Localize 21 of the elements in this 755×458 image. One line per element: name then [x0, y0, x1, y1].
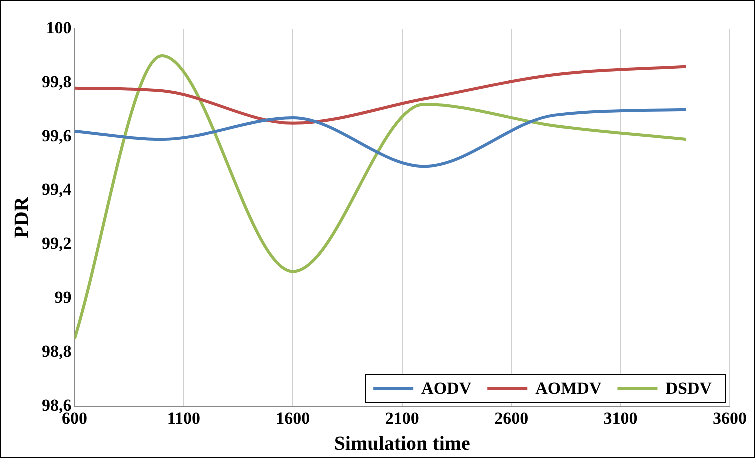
- line-series: [74, 65, 688, 125]
- x-axis-title: Simulation time: [334, 433, 471, 456]
- y-tick-label: 99,2: [42, 234, 72, 254]
- x-tick-label: 1600: [276, 409, 310, 428]
- legend-label: AOMDV: [536, 378, 602, 398]
- y-tick-label: 99: [54, 288, 72, 308]
- x-tick-label: 3100: [604, 409, 638, 428]
- x-tick-label: 3600: [713, 409, 747, 428]
- y-tick-label: 98,8: [42, 342, 72, 362]
- y-tick-label: 99,4: [42, 180, 72, 200]
- x-tick-label: 2600: [494, 409, 529, 428]
- line-series: [74, 108, 688, 168]
- legend-label: AODV: [422, 378, 472, 398]
- line-series: [74, 54, 688, 341]
- x-tick-label: 2100: [385, 409, 420, 428]
- legend-label: DSDV: [666, 378, 713, 398]
- y-tick-label: 99,6: [42, 126, 72, 146]
- y-tick-label: 99,8: [42, 72, 72, 92]
- x-tick-label: 1100: [167, 409, 200, 428]
- y-axis-title: PDR: [11, 196, 34, 238]
- y-tick-label: 100: [46, 18, 72, 38]
